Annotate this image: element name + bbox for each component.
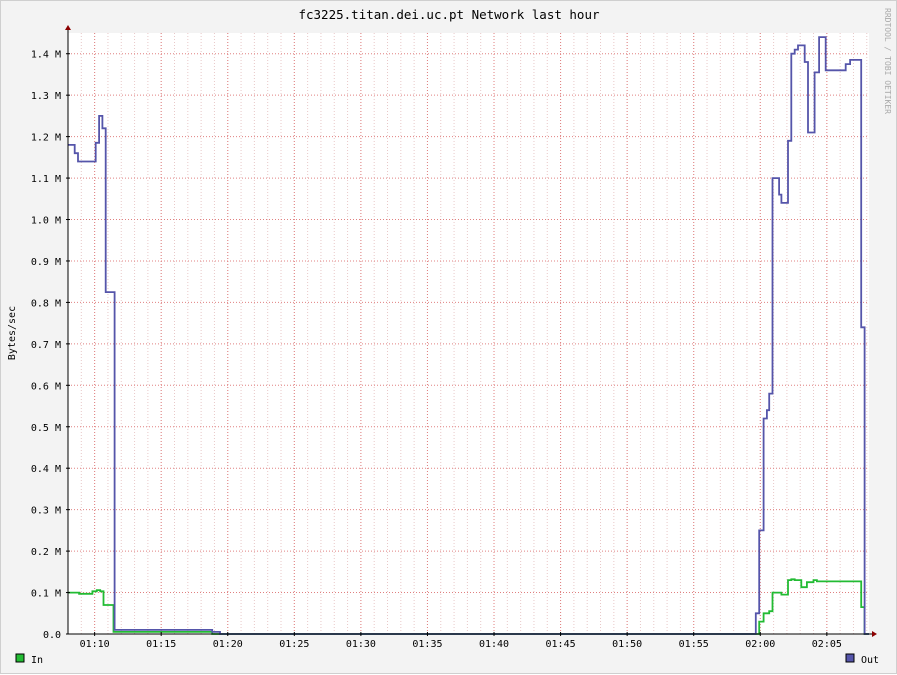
x-tick-labels: 01:10 01:15 01:20 01:25 01:30 01:35 01:40 01:45… (80, 639, 842, 650)
y-tick-label: 1.2 M (31, 133, 61, 144)
legend-out: Out (845, 653, 879, 666)
watermark-text: RRDTOOL / TOBI OETIKER (883, 8, 892, 114)
x-tick-label: 01:40 (479, 639, 509, 650)
x-tick-label: 01:50 (612, 639, 642, 650)
series-line-in (68, 578, 869, 635)
grid-lines (67, 33, 869, 634)
y-tick-label: 1.0 M (31, 216, 61, 227)
y-tick-label: 0.0 (43, 630, 61, 641)
y-tick-labels: 0.0 0.1 M 0.2 M 0.3 M 0.4 M 0.5 M 0.6 M 0.7 M 0.… (31, 50, 61, 641)
x-tick-label: 01:15 (146, 639, 176, 650)
y-tick-label: 0.7 M (31, 340, 61, 351)
x-tick-label: 01:20 (213, 639, 243, 650)
series-line-out (68, 36, 869, 635)
y-axis-label: Bytes/sec (7, 306, 18, 360)
y-tick-label: 0.4 M (31, 464, 61, 475)
x-tick-label: 01:25 (279, 639, 309, 650)
y-tick-label: 1.4 M (31, 50, 61, 61)
x-tick-label: 01:45 (546, 639, 576, 650)
y-tick-label: 0.2 M (31, 547, 61, 558)
y-tick-label: 0.6 M (31, 381, 61, 392)
legend-label-out: Out (861, 655, 879, 666)
x-tick-label: 01:10 (80, 639, 110, 650)
x-tick-label: 02:00 (745, 639, 775, 650)
series-layer (68, 36, 869, 635)
axes (65, 25, 877, 637)
legend-swatch-out (845, 653, 855, 663)
legend-in: In (15, 653, 43, 666)
chart-title: fc3225.titan.dei.uc.pt Network last hour (298, 7, 599, 22)
legend-swatch-in (15, 653, 25, 663)
x-tick-label: 01:30 (346, 639, 376, 650)
x-axis-arrow (872, 631, 877, 637)
x-tick-label: 02:05 (812, 639, 842, 650)
y-tick-label: 0.8 M (31, 298, 61, 309)
legend-label-in: In (31, 655, 43, 666)
x-tick-label: 01:55 (679, 639, 709, 650)
y-tick-label: 0.9 M (31, 257, 61, 268)
y-tick-label: 0.1 M (31, 589, 61, 600)
y-tick-label: 1.3 M (31, 91, 61, 102)
y-axis-arrow (65, 25, 71, 30)
x-tick-label: 01:35 (412, 639, 442, 650)
y-tick-label: 0.5 M (31, 423, 61, 434)
y-tick-label: 1.1 M (31, 174, 61, 185)
y-tick-label: 0.3 M (31, 506, 61, 517)
